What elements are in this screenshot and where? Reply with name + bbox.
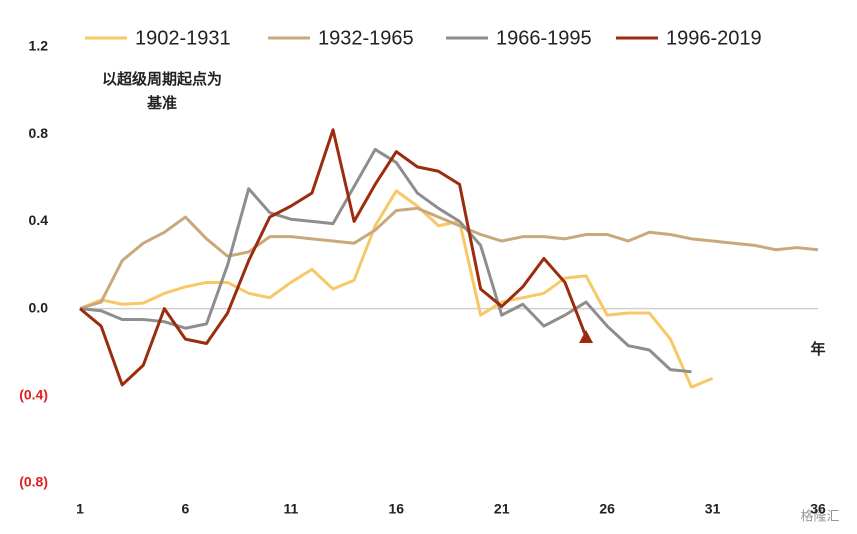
x-tick-label: 26 <box>599 501 615 517</box>
legend-label: 1902-1931 <box>135 27 231 49</box>
x-tick-label: 11 <box>283 501 298 517</box>
watermark: 格隆汇 <box>800 508 839 523</box>
y-tick-label: 0.0 <box>29 299 49 315</box>
x-tick-label: 31 <box>705 501 721 517</box>
series-line <box>79 147 692 374</box>
x-tick-label: 6 <box>182 501 190 517</box>
legend-label: 1966-1995 <box>496 27 592 49</box>
x-unit: 年 <box>810 340 825 358</box>
series-line <box>79 128 588 387</box>
y-tick-label: 0.4 <box>29 212 49 228</box>
series-line <box>79 206 819 311</box>
x-tick-label: 21 <box>494 501 510 517</box>
series-line <box>79 189 714 389</box>
x-tick-label: 36 <box>810 501 826 517</box>
y-tick-label: 1.2 <box>29 38 49 54</box>
legend-label: 1932-1965 <box>318 27 414 49</box>
y-tick-label: (0.4) <box>19 387 48 403</box>
y-tick-label: 0.8 <box>29 125 49 141</box>
end-marker <box>579 329 594 343</box>
y-tick-label: (0.8) <box>19 474 48 490</box>
annotation: 基准 <box>146 94 177 112</box>
x-tick-label: 1 <box>76 501 84 517</box>
legend-label: 1996-2019 <box>666 27 762 49</box>
annotation: 以超级周期起点为 <box>102 70 222 88</box>
x-tick-label: 16 <box>388 501 404 517</box>
